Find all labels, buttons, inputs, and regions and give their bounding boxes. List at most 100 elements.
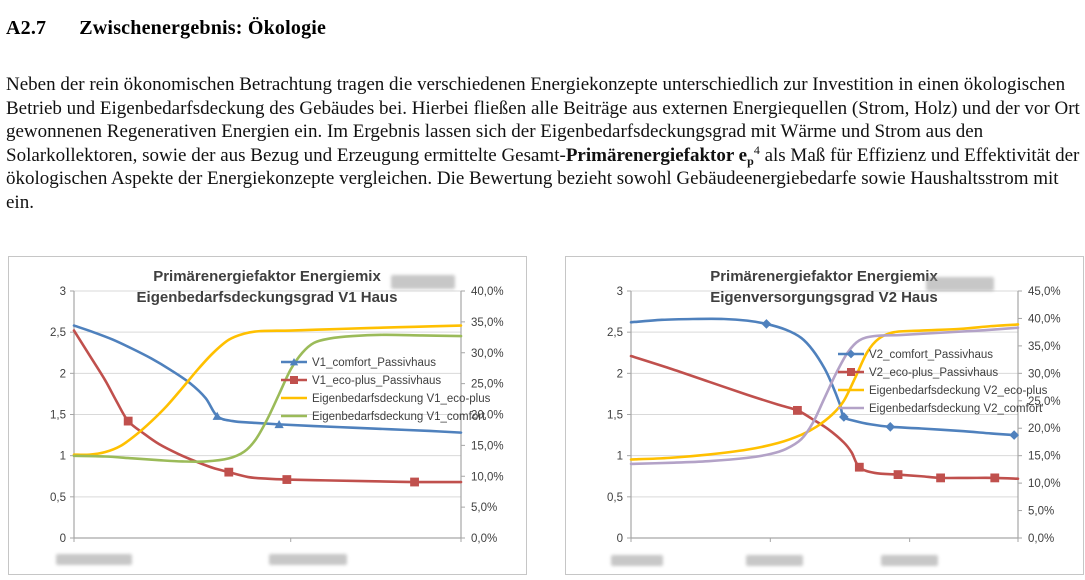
legend-item: Eigenbedarfsdeckung V2_eco-plus	[838, 385, 1048, 397]
square-marker	[990, 473, 1000, 483]
chart-title-line1: Primärenergiefaktor Energiemix	[710, 268, 938, 285]
body-paragraph: Neben der rein ökonomischen Betrachtung …	[6, 73, 1082, 215]
legend-item: Eigenbedarfsdeckung V2_comfort	[838, 403, 1043, 415]
square-marker	[282, 475, 292, 484]
triangle-marker	[289, 358, 299, 366]
square-marker	[854, 462, 864, 472]
y-tick-label: 0,0%	[471, 533, 497, 545]
y-tick-label: 45,0%	[1028, 286, 1061, 298]
legend: V1_comfort_Passivhaus V1_eco-plus_Passivh…	[281, 357, 491, 423]
legend-item: Eigenbedarfsdeckung V1_comfort	[281, 411, 486, 423]
y-tick-label: 20,0%	[1028, 423, 1061, 435]
y-tick-label: 2,5	[607, 327, 623, 339]
x-axis	[630, 538, 1019, 542]
legend: V2_comfort_Passivhaus V2_eco-plus_Passivh…	[838, 349, 1048, 415]
y-tick-label: 5,0%	[471, 502, 497, 514]
chart-title: Primärenergiefaktor Energiemix Eigenbedar…	[137, 268, 398, 306]
y-tick-label: 40,0%	[471, 286, 504, 298]
y-tick-label: 20,0%	[471, 410, 504, 422]
redacted-text-blob	[391, 275, 455, 289]
y-tick-label: 3	[60, 286, 66, 298]
y-tick-label: 1	[617, 451, 623, 463]
square-marker	[936, 473, 945, 483]
series-line-V2_comfort_Passivhaus	[629, 317, 1016, 437]
square-marker	[290, 376, 298, 384]
triangle-marker	[274, 419, 284, 429]
triangle-marker	[212, 411, 222, 420]
legend-item: V2_eco-plus_Passivhaus	[838, 367, 998, 379]
chart-panel-v2: 3 2,5 2 1,5 1 0,5 0 45,0% 40,0% 35,0% 30,0% 25,0% 20…	[565, 256, 1084, 575]
square-marker	[410, 477, 419, 487]
square-marker	[224, 467, 234, 477]
y-tick-label: 30,0%	[1028, 368, 1061, 380]
y-tick-label: 2	[60, 368, 66, 380]
y-axis-left: 3 2,5 2 1,5 1 0,5 0	[50, 286, 74, 545]
legend-label: Eigenbedarfsdeckung V1_comfort	[312, 411, 486, 423]
y-tick-label: 1,5	[50, 410, 66, 422]
legend-label: V2_eco-plus_Passivhaus	[869, 367, 998, 379]
y-axis-right: 45,0% 40,0% 35,0% 30,0% 25,0% 20,0% 15,0% 10,0%…	[1018, 286, 1061, 545]
section-heading: A2.7 Zwischenergebnis: Ökologie	[6, 17, 326, 40]
y-tick-label: 0,0%	[1028, 533, 1054, 545]
series-line-Eigenbedarfsdeckung V1_eco-plus	[72, 324, 463, 457]
square-marker	[123, 416, 133, 426]
legend-item: Eigenbedarfsdeckung V1_eco-plus	[281, 393, 491, 405]
y-tick-label: 35,0%	[1028, 341, 1061, 353]
paragraph-bold-subscript: p	[747, 153, 754, 168]
chart-title-line2: Eigenbedarfsdeckungsgrad V1 Haus	[137, 289, 398, 306]
diamond-marker	[846, 349, 856, 359]
legend-label: V1_comfort_Passivhaus	[312, 357, 436, 369]
y-tick-label: 35,0%	[471, 317, 504, 329]
series-markers-V1_comfort_Passivhaus	[212, 411, 284, 429]
redacted-text-blob	[611, 555, 663, 566]
series-markers-V1_eco-plus_Passivhaus	[123, 416, 419, 487]
y-tick-label: 0	[617, 533, 623, 545]
chart-svg: 3 2,5 2 1,5 1 0,5 0 40,0% 35,0% 30,0% 25,0% 20,0% 15…	[50, 268, 504, 565]
chart-title-line2: Eigenversorgungsgrad V2 Haus	[710, 289, 938, 306]
square-marker	[893, 470, 903, 480]
y-axis-left: 3 2,5 2 1,5 1 0,5 0	[607, 286, 631, 545]
y-tick-label: 25,0%	[471, 379, 504, 391]
chart-panel-v1: 3 2,5 2 1,5 1 0,5 0 40,0% 35,0% 30,0% 25,0% 20,0% 15…	[8, 256, 527, 575]
diamond-marker	[885, 422, 896, 432]
legend-item: V1_comfort_Passivhaus	[281, 357, 436, 369]
redacted-text-blob	[881, 555, 938, 566]
diamond-marker	[839, 412, 849, 422]
y-tick-label: 0,5	[607, 492, 623, 504]
y-tick-label: 15,0%	[1028, 451, 1061, 463]
y-tick-label: 1	[60, 451, 66, 463]
legend-item: V2_comfort_Passivhaus	[838, 349, 993, 361]
series-line-Eigenbedarfsdeckung V1_comfort	[72, 333, 463, 464]
section-number: A2.7	[6, 17, 47, 40]
y-tick-label: 15,0%	[471, 440, 504, 452]
redacted-labels	[611, 277, 994, 566]
y-tick-label: 2	[617, 368, 623, 380]
redacted-text-blob	[269, 554, 347, 565]
legend-label: Eigenbedarfsdeckung V1_eco-plus	[312, 393, 491, 405]
y-tick-label: 40,0%	[1028, 313, 1061, 325]
footnote-reference: 4	[753, 142, 760, 157]
series-line-V1_eco-plus_Passivhaus	[72, 329, 463, 484]
redacted-labels	[56, 275, 455, 565]
section-title: Zwischenergebnis: Ökologie	[79, 17, 327, 40]
square-marker	[847, 368, 855, 376]
diamond-marker	[761, 319, 772, 329]
x-axis	[73, 538, 462, 542]
y-tick-label: 0	[60, 533, 66, 545]
chart-title-line1: Primärenergiefaktor Energiemix	[153, 268, 381, 285]
paragraph-text-2: als Maß für Effizienz und Effektivität d…	[6, 144, 1080, 213]
y-tick-label: 25,0%	[1028, 396, 1061, 408]
series-line-Eigenbedarfsdeckung V2_eco-plus	[629, 323, 1020, 461]
redacted-text-blob	[926, 277, 994, 291]
y-axis-right: 40,0% 35,0% 30,0% 25,0% 20,0% 15,0% 10,0% 5,0% 0…	[461, 286, 504, 545]
y-tick-label: 2,5	[50, 327, 66, 339]
y-tick-label: 1,5	[607, 410, 623, 422]
legend-label: Eigenbedarfsdeckung V2_comfort	[869, 403, 1043, 415]
y-tick-label: 5,0%	[1028, 506, 1054, 518]
y-tick-label: 10,0%	[1028, 478, 1061, 490]
chart-title: Primärenergiefaktor Energiemix Eigenverso…	[710, 268, 938, 306]
y-tick-label: 30,0%	[471, 348, 504, 360]
legend-item: V1_eco-plus_Passivhaus	[281, 375, 441, 387]
legend-label: V1_eco-plus_Passivhaus	[312, 375, 441, 387]
series-markers-V2_eco-plus_Passivhaus	[793, 405, 1000, 483]
